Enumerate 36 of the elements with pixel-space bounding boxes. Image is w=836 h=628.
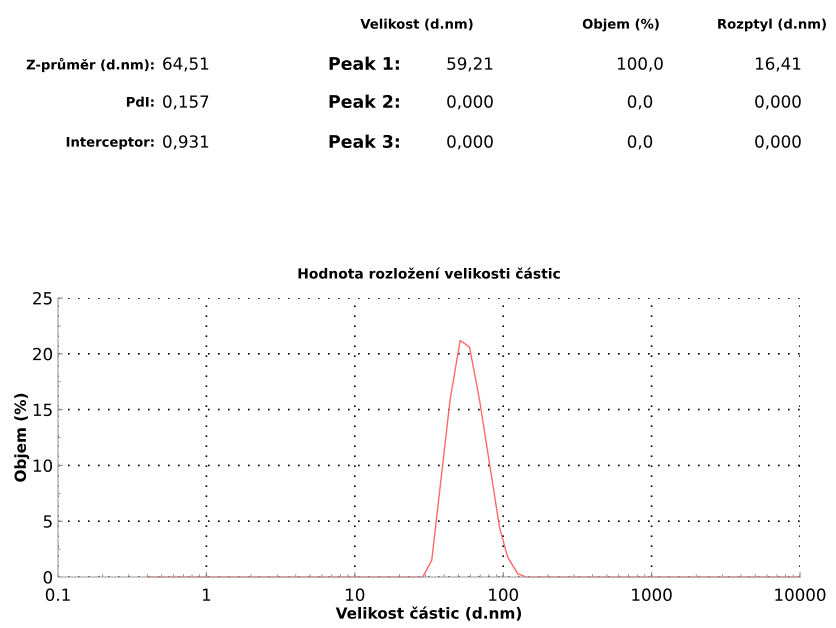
y-tick-label: 0 (44, 570, 52, 584)
text: 0,000 (755, 95, 801, 110)
x-tick-label: 0.1 (46, 588, 70, 602)
text: 64,51 (163, 57, 208, 72)
text: Peak 1: (330, 56, 399, 70)
text: 100,0 (618, 57, 663, 72)
text: Velikost (d.nm) (360, 18, 473, 30)
text: Interceptor: (66, 137, 154, 150)
y-tick-label: 10 (34, 459, 52, 472)
x-axis-title: Velikost částic (d.nm) (336, 606, 522, 621)
text: Rozptyl (d.nm) (718, 18, 826, 32)
x-tick-label: 100 (489, 588, 518, 602)
y-tick-label: 25 (33, 292, 52, 305)
chart-title: Hodnota rozložení velikosti částic (298, 267, 560, 279)
text: Objem (%) (582, 18, 659, 32)
text: 0,000 (755, 135, 801, 150)
y-axis-title: Objem (%) (14, 394, 30, 482)
text: 0,000 (447, 95, 493, 110)
text: 16,41 (756, 57, 800, 72)
x-tick-label: 1 (202, 588, 210, 601)
x-tick-label: 1000 (632, 588, 672, 602)
text: PdI: (126, 96, 154, 107)
text: 0,0 (628, 135, 652, 150)
y-tick-label: 15 (34, 404, 52, 416)
text: Peak 2: (330, 94, 399, 108)
text: Peak 3: (330, 134, 399, 148)
y-tick-label: 20 (33, 348, 52, 360)
text: 0,0 (628, 95, 652, 110)
x-tick-label: 10 (346, 588, 364, 602)
text: Z-průměr (d.nm): (26, 58, 154, 72)
y-tick-label: 5 (44, 515, 52, 528)
text: 0,157 (163, 95, 208, 110)
text: 59,21 (447, 57, 492, 72)
text: 0,931 (163, 135, 208, 150)
x-tick-label: 10000 (775, 588, 826, 602)
text: 0,000 (447, 135, 493, 150)
